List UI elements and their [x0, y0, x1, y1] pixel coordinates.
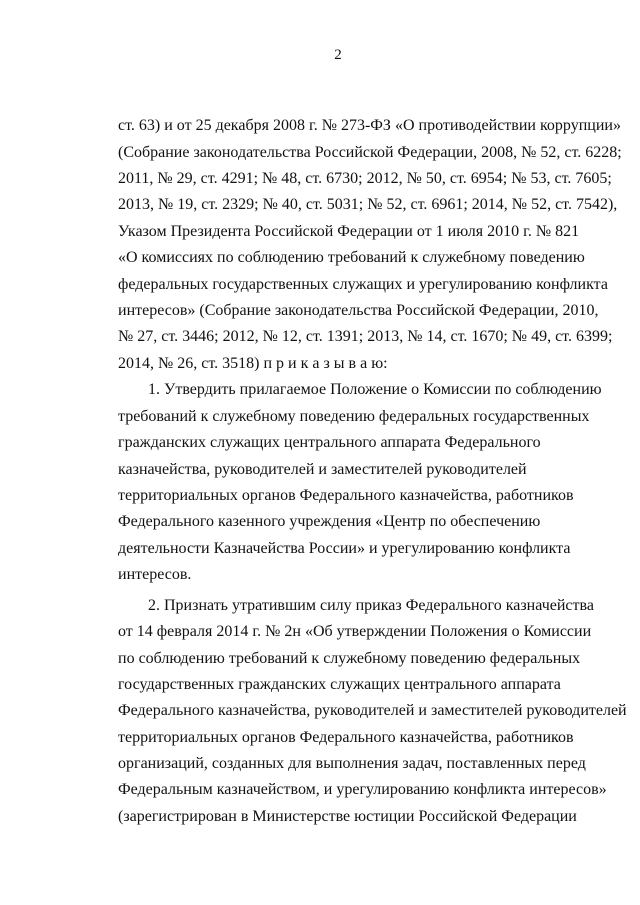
- text-line: 1. Утвердить прилагаемое Положение о Ком…: [148, 381, 602, 398]
- text-line: территориальных органов Федерального каз…: [118, 487, 574, 504]
- text-line: интересов.: [118, 566, 192, 583]
- text-line: интересов» (Собрание законодательства Ро…: [118, 302, 599, 319]
- text-line: Федерального казенного учреждения «Центр…: [118, 513, 541, 530]
- text-line: 2013, № 19, ст. 2329; № 40, ст. 5031; № …: [118, 196, 618, 213]
- text-line: «О комиссиях по соблюдению требований к …: [118, 249, 585, 266]
- text-line: (Собрание законодательства Российской Фе…: [118, 144, 622, 161]
- text-line: гражданских служащих центрального аппара…: [118, 434, 541, 451]
- text-line: деятельности Казначейства России» и урег…: [118, 540, 571, 557]
- page-number: 2: [334, 47, 342, 63]
- text-line: Федерального казначейства, руководителей…: [118, 702, 627, 719]
- text-line: Федеральным казначейством, и урегулирова…: [118, 781, 607, 798]
- text-line: от 14 февраля 2014 г. № 2н «Об утвержден…: [118, 623, 592, 640]
- text-line: (зарегистрирован в Министерстве юстиции …: [118, 808, 577, 825]
- text-line: организаций, созданных для выполнения за…: [118, 755, 586, 772]
- text-line: 2. Признать утратившим силу приказ Федер…: [148, 597, 594, 614]
- text-line: 2014, № 26, ст. 3518) п р и к а з ы в а …: [118, 355, 388, 372]
- text-line: Указом Президента Российской Федерации о…: [118, 223, 580, 240]
- text-line: государственных гражданских служащих цен…: [118, 676, 561, 693]
- text-line: 2011, № 29, ст. 4291; № 48, ст. 6730; 20…: [118, 170, 612, 187]
- text-line: требований к служебному поведению федера…: [118, 408, 590, 425]
- text-line: по соблюдению требований к служебному по…: [118, 650, 581, 667]
- text-line: ст. 63) и от 25 декабря 2008 г. № 273-ФЗ…: [118, 117, 621, 134]
- text-line: № 27, ст. 3446; 2012, № 12, ст. 1391; 20…: [118, 328, 613, 345]
- text-line: территориальных органов Федерального каз…: [118, 729, 574, 746]
- text-line: казначейства, руководителей и заместител…: [118, 461, 527, 478]
- text-line: федеральных государственных служащих и у…: [118, 276, 608, 293]
